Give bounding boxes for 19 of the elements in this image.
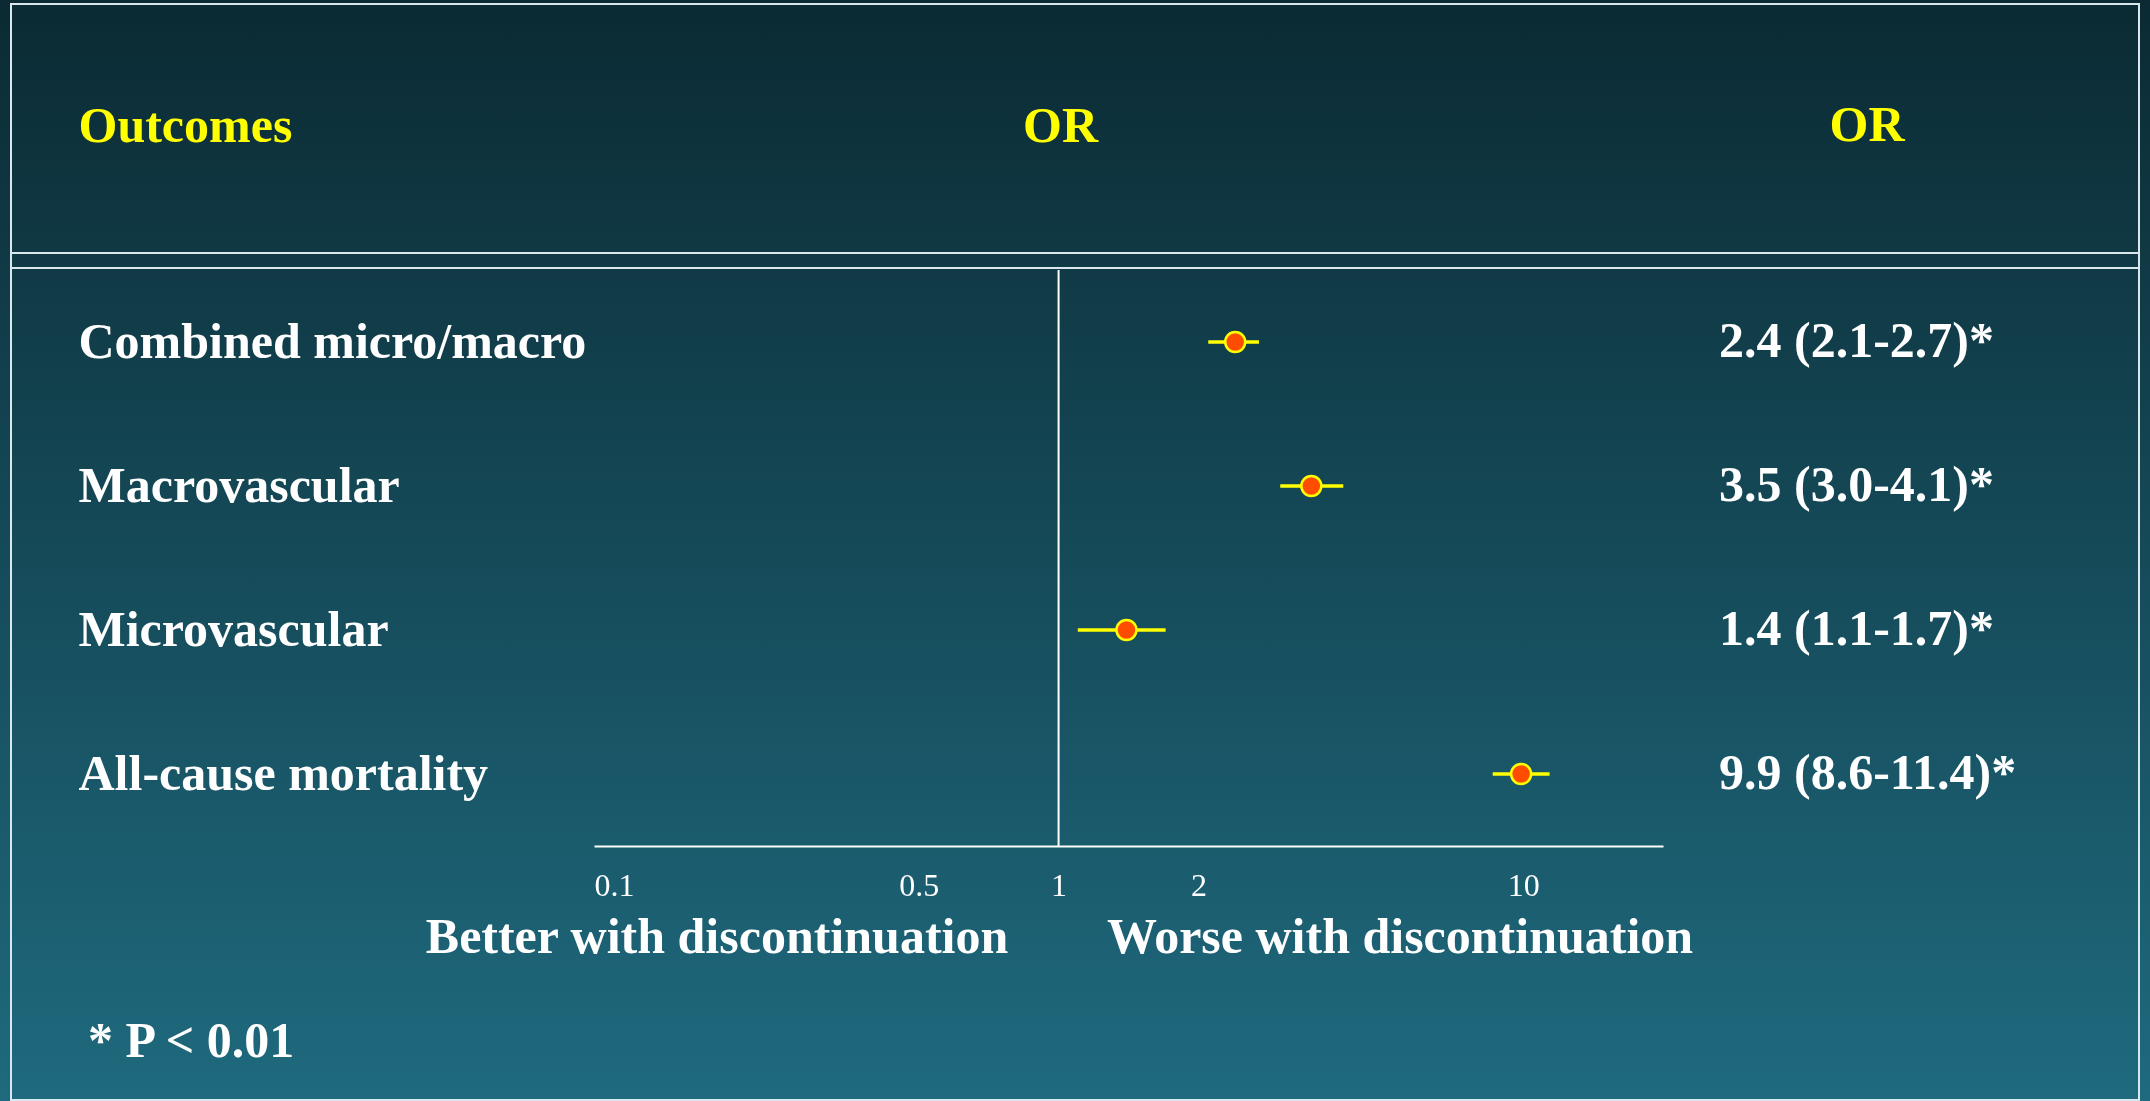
x-axis-title: OR — [1023, 96, 1099, 153]
x-tick-label: 1 — [1051, 866, 1068, 903]
text: 3.5 (3.0-4.1)* — [1719, 456, 1994, 512]
y-tick-label: Microvascular — [78, 600, 389, 657]
text: 1.4 (1.1-1.7)* — [1719, 600, 1994, 656]
text: 2.4 (2.1-2.7)* — [1719, 312, 1994, 368]
x-tick-label: 0.5 — [899, 866, 940, 903]
text: OR — [1829, 96, 1906, 152]
y-tick-label: All-cause mortality — [78, 744, 489, 801]
y-axis-title: Outcomes — [78, 96, 293, 153]
x-tick-label: 0.1 — [594, 866, 635, 903]
x-tick-label: 10 — [1507, 866, 1540, 903]
y-tick-label: Macrovascular — [78, 456, 400, 513]
text: Better with discontinuation — [425, 908, 1009, 964]
text: * P < 0.01 — [88, 1012, 295, 1068]
y-tick-label: Combined micro/macro — [78, 312, 587, 369]
x-tick-label: 2 — [1190, 866, 1207, 903]
text: 9.9 (8.6-11.4)* — [1719, 744, 2017, 800]
text: Worse with discontinuation — [1106, 908, 1694, 964]
